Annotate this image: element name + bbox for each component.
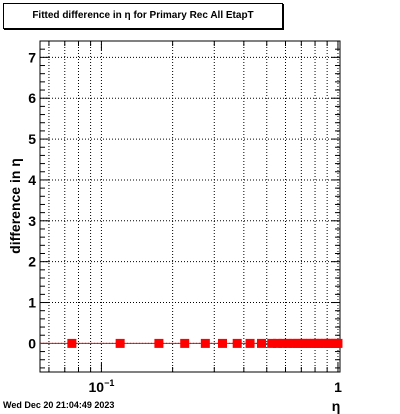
- data-point: [288, 338, 298, 348]
- data-point: [245, 338, 255, 348]
- y-tick-label: 0: [28, 335, 36, 351]
- x-axis-title: η: [332, 398, 341, 414]
- data-point: [180, 338, 190, 348]
- timestamp: Wed Dec 20 21:04:49 2023: [3, 400, 115, 410]
- data-point: [232, 338, 242, 348]
- y-tick-label: 3: [28, 213, 36, 229]
- y-tick-label: 5: [28, 131, 36, 147]
- y-tick-label: 6: [28, 90, 36, 106]
- data-point: [200, 338, 210, 348]
- y-axis-title: difference in η: [7, 158, 23, 254]
- x-tick-label: 1: [334, 379, 342, 395]
- axis-ticks: [40, 40, 340, 372]
- data-series: [40, 338, 343, 348]
- data-point: [272, 338, 282, 348]
- data-point: [267, 338, 277, 348]
- y-tick-label: 2: [28, 254, 36, 270]
- data-point: [333, 338, 343, 348]
- y-tick-label: 4: [28, 172, 36, 188]
- y-tick-label: 1: [28, 295, 36, 311]
- grid: [40, 41, 340, 372]
- plot-frame: [39, 40, 341, 373]
- data-point: [67, 338, 77, 348]
- data-point: [256, 338, 266, 348]
- data-point: [283, 338, 293, 348]
- data-point: [115, 338, 125, 348]
- chart-title: Fitted difference in η for Primary Rec A…: [32, 10, 254, 21]
- data-point: [154, 338, 164, 348]
- x-tick-label: 10−1: [88, 378, 114, 395]
- data-point: [278, 338, 288, 348]
- y-tick-label: 7: [28, 49, 36, 65]
- chart-title-box: Fitted difference in η for Primary Rec A…: [3, 3, 283, 29]
- data-point: [218, 338, 228, 348]
